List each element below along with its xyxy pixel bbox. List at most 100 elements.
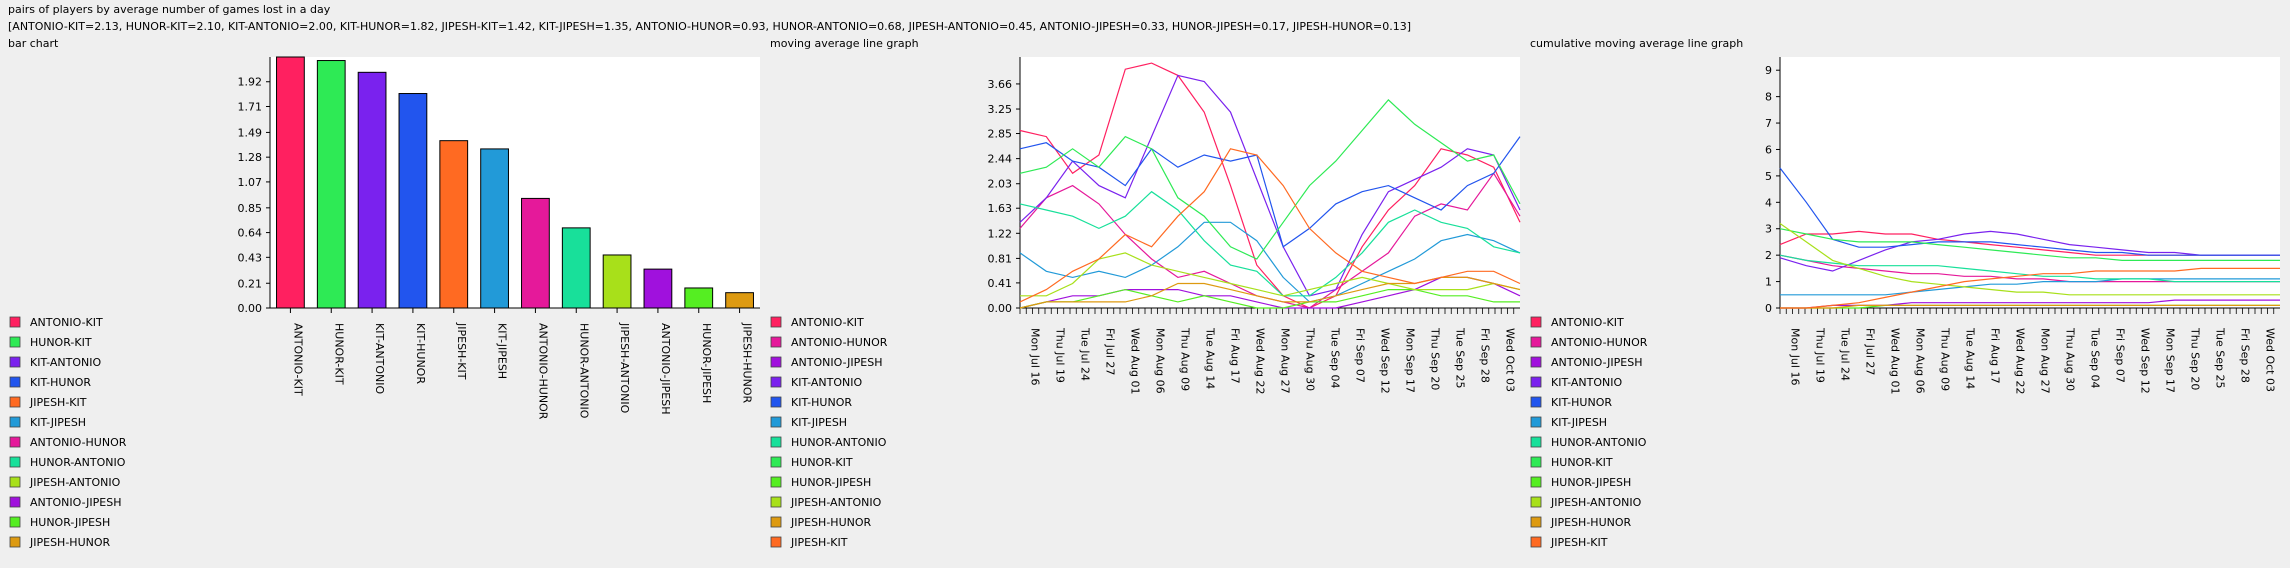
bar-legend-label: KIT-HUNOR xyxy=(30,376,91,389)
cma-x-tick-label: Fri Sep 07 xyxy=(2114,328,2127,383)
cma-y-tick-label: 0 xyxy=(1765,302,1772,315)
cma-y-tick-label: 6 xyxy=(1765,143,1772,156)
ma-series-jipesh-kit xyxy=(1019,148,1521,303)
cma-series-kit-jipesh xyxy=(1780,278,2280,296)
cma-x-tick-label: Fri Aug 17 xyxy=(1989,328,2002,384)
ma-series-hunor-jipesh xyxy=(1019,288,1520,309)
cma-legend-label: HUNOR-JIPESH xyxy=(1551,476,1631,489)
bar-jipesh-antonio xyxy=(602,254,632,309)
bar-legend-swatch xyxy=(9,476,21,488)
cma-legend-swatch xyxy=(1530,336,1542,348)
bar-legend-label: ANTONIO-HUNOR xyxy=(30,436,127,449)
cma-legend-swatch xyxy=(1530,376,1542,388)
bar-antonio-hunor xyxy=(521,197,550,309)
cma-legend-label: JIPESH-HUNOR xyxy=(1550,516,1632,529)
bar-plot-area xyxy=(270,57,760,308)
cma-series-jipesh-antonio xyxy=(1779,223,2280,296)
ma-legend-label: KIT-HUNOR xyxy=(791,396,852,409)
ma-y-tick-label: 3.25 xyxy=(988,103,1013,116)
bar-x-tick-label: KIT-HUNOR xyxy=(414,323,427,384)
bar-jipesh-hunor xyxy=(725,292,754,309)
bar-legend-swatch xyxy=(9,456,21,468)
ma-legend-swatch xyxy=(770,516,782,528)
ma-legend-swatch xyxy=(770,336,782,348)
ma-series-kit-hunor xyxy=(1019,136,1521,248)
cma-legend-swatch xyxy=(1530,436,1542,448)
cma-x-tick-label: Wed Oct 03 xyxy=(2264,328,2277,392)
bar-legend-label: HUNOR-KIT xyxy=(30,336,92,349)
ma-x-tick-label: Fri Sep 07 xyxy=(1354,328,1367,383)
ma-y-tick-label: 0.41 xyxy=(988,277,1013,290)
bar-legend-swatch xyxy=(9,496,21,508)
ma-legend-swatch xyxy=(770,536,782,548)
bar-chart-label: bar chart xyxy=(8,37,59,50)
ma-legend-swatch xyxy=(770,376,782,388)
cma-series-hunor-kit xyxy=(1779,228,2280,261)
cma-legend-label: ANTONIO-KIT xyxy=(1551,316,1624,329)
bar-kit-hunor xyxy=(398,93,428,309)
ma-y-tick-label: 3.66 xyxy=(988,78,1013,91)
bar-legend-swatch xyxy=(9,436,21,448)
bar-x-tick-label: HUNOR-JIPESH xyxy=(700,323,713,403)
ma-legend-label: KIT-JIPESH xyxy=(791,416,847,429)
ma-series-hunor-kit xyxy=(1019,99,1521,260)
cma-legend-swatch xyxy=(1530,456,1542,468)
bar-kit-jipesh xyxy=(480,148,509,309)
ma-legend-label: JIPESH-HUNOR xyxy=(790,516,872,529)
cma-legend-label: KIT-JIPESH xyxy=(1551,416,1607,429)
bar-legend-swatch xyxy=(9,336,21,348)
cma-x-tick-label: Tue Aug 14 xyxy=(1964,327,1977,389)
ma-x-tick-label: Thu Aug 30 xyxy=(1304,327,1317,391)
bar-legend-label: ANTONIO-JIPESH xyxy=(30,496,121,509)
bar-legend-swatch xyxy=(9,376,21,388)
ma-x-tick-label: Tue Aug 14 xyxy=(1204,327,1217,389)
ma-legend-swatch xyxy=(770,456,782,468)
cma-legend-swatch xyxy=(1530,516,1542,528)
ma-y-tick-label: 2.03 xyxy=(988,178,1013,191)
bar-legend-label: JIPESH-ANTONIO xyxy=(29,476,121,489)
cma-legend-label: HUNOR-ANTONIO xyxy=(1551,436,1647,449)
bar-x-tick-label: ANTONIO-JIPESH xyxy=(659,323,672,414)
cma-legend-label: KIT-ANTONIO xyxy=(1551,376,1622,389)
bar-legend-swatch xyxy=(9,416,21,428)
ma-x-tick-label: Tue Sep 04 xyxy=(1329,327,1342,389)
ma-x-tick-label: Mon Jul 16 xyxy=(1029,328,1042,385)
cma-x-tick-label: Thu Aug 30 xyxy=(2064,327,2077,391)
cma-legend-swatch xyxy=(1530,536,1542,548)
cma-x-tick-label: Mon Sep 17 xyxy=(2164,328,2177,393)
ma-x-tick-label: Fri Jul 27 xyxy=(1104,328,1117,375)
ma-legend-label: KIT-ANTONIO xyxy=(791,376,862,389)
cma-y-tick-label: 1 xyxy=(1765,276,1772,289)
ma-x-tick-label: Mon Aug 06 xyxy=(1154,328,1167,394)
cma-legend-label: JIPESH-KIT xyxy=(1550,536,1608,549)
cma-x-tick-label: Wed Aug 22 xyxy=(2014,328,2027,394)
bar-x-tick-label: JIPESH-ANTONIO xyxy=(618,322,631,414)
moving-average-label: moving average line graph xyxy=(770,37,919,50)
ma-legend-label: JIPESH-ANTONIO xyxy=(790,496,882,509)
cma-x-tick-label: Wed Sep 12 xyxy=(2139,328,2152,394)
ma-y-tick-label: 0.00 xyxy=(988,302,1013,315)
ma-legend-label: HUNOR-JIPESH xyxy=(791,476,871,489)
cma-legend-swatch xyxy=(1530,416,1542,428)
cma-series-jipesh-kit xyxy=(1780,267,2280,309)
bar-y-tick-label: 0.43 xyxy=(238,251,263,264)
cma-series-jipesh-hunor xyxy=(1780,304,2280,309)
ma-y-tick-label: 2.85 xyxy=(988,128,1013,141)
cma-x-tick-label: Fri Jul 27 xyxy=(1864,328,1877,375)
ma-x-tick-label: Wed Oct 03 xyxy=(1504,328,1517,392)
bar-y-tick-label: 0.00 xyxy=(238,302,263,315)
cma-y-tick-label: 9 xyxy=(1765,64,1772,77)
bar-y-tick-label: 0.64 xyxy=(238,227,263,240)
cma-legend-label: ANTONIO-JIPESH xyxy=(1551,356,1642,369)
ma-legend-label: JIPESH-KIT xyxy=(790,536,848,549)
cma-y-tick-label: 3 xyxy=(1765,223,1772,236)
bar-hunor-jipesh xyxy=(684,287,714,309)
bar-legend-swatch xyxy=(9,516,21,528)
bar-x-tick-label: JIPESH-HUNOR xyxy=(741,322,754,404)
ma-x-tick-label: Fri Sep 28 xyxy=(1479,328,1492,383)
bar-y-tick-label: 0.85 xyxy=(238,202,263,215)
ma-plot-area xyxy=(1020,57,1520,308)
page-title: pairs of players by average number of ga… xyxy=(8,3,331,16)
ma-x-tick-label: Wed Sep 12 xyxy=(1379,328,1392,394)
